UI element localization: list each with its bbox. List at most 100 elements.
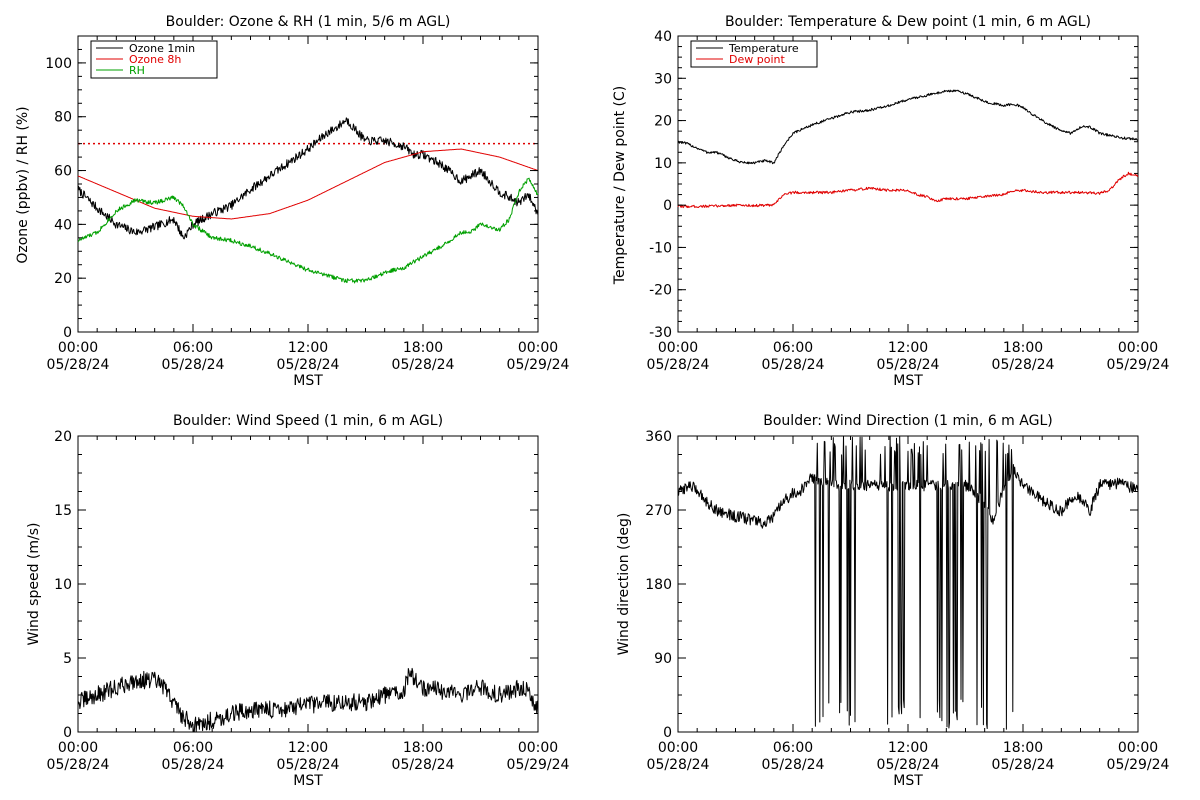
y-axis-label: Temperature / Dew point (C) — [612, 86, 628, 285]
plot-marks — [77, 667, 539, 733]
y-axis-label: Wind direction (deg) — [616, 513, 632, 656]
x-tick-time: 12:00 — [288, 340, 328, 356]
legend-label: Temperature — [728, 42, 799, 55]
plot-marks — [677, 89, 1139, 209]
y-tick-label: 40 — [654, 29, 672, 45]
plot-frame — [77, 35, 539, 333]
x-tick-time: 12:00 — [888, 740, 928, 756]
plot-frame — [677, 35, 1139, 333]
x-tick-time: 18:00 — [1003, 340, 1043, 356]
x-tick-date: 05/28/24 — [992, 757, 1055, 773]
y-tick-label: 10 — [654, 156, 672, 172]
wind-direction-panel: Boulder: Wind Direction (1 min, 6 m AGL)… — [616, 413, 1170, 789]
x-tick-date: 05/28/24 — [277, 357, 340, 373]
x-tick-time: 00:00 — [58, 740, 98, 756]
x-tick-time: 06:00 — [173, 340, 213, 356]
wind-speed-panel: Boulder: Wind Speed (1 min, 6 m AGL) Win… — [26, 413, 570, 789]
x-tick-date: 05/28/24 — [162, 357, 225, 373]
x-tick-date: 05/28/24 — [762, 357, 825, 373]
y-tick-label: 20 — [654, 114, 672, 130]
x-tick-date: 05/29/24 — [1107, 357, 1170, 373]
x-tick-date: 05/29/24 — [507, 757, 570, 773]
y-tick-label: -30 — [649, 325, 672, 341]
y-tick-label: 360 — [645, 429, 672, 445]
axis-ticks: 09018027036000:0005/28/2406:0005/28/2412… — [645, 429, 1169, 773]
y-tick-label: 180 — [645, 577, 672, 593]
chart-title: Boulder: Wind Speed (1 min, 6 m AGL) — [173, 413, 443, 429]
ozone-rh-panel: Boulder: Ozone & RH (1 min, 5/6 m AGL) O… — [15, 14, 570, 389]
series-line-0 — [677, 89, 1139, 165]
x-tick-time: 00:00 — [1118, 340, 1158, 356]
legend-label: Ozone 1min — [129, 42, 195, 55]
x-tick-date: 05/28/24 — [877, 757, 940, 773]
y-tick-label: 0 — [663, 198, 672, 214]
legend-label: Dew point — [729, 53, 785, 66]
x-tick-time: 18:00 — [1003, 740, 1043, 756]
y-tick-label: 20 — [54, 271, 72, 287]
legend-box — [690, 40, 818, 68]
x-tick-date: 05/28/24 — [47, 757, 110, 773]
axis-ticks: -30-20-1001020304000:0005/28/2406:0005/2… — [647, 29, 1170, 373]
y-tick-label: 90 — [654, 651, 672, 667]
x-tick-time: 00:00 — [658, 740, 698, 756]
plot-marks — [77, 117, 539, 284]
x-tick-date: 05/28/24 — [647, 357, 710, 373]
y-tick-label: 270 — [645, 503, 672, 519]
y-tick-label: 5 — [63, 651, 72, 667]
x-tick-time: 06:00 — [773, 740, 813, 756]
x-tick-time: 18:00 — [403, 340, 443, 356]
y-tick-label: 15 — [54, 503, 72, 519]
x-tick-time: 12:00 — [288, 740, 328, 756]
y-tick-label: 20 — [54, 429, 72, 445]
series-line-0 — [677, 435, 1139, 730]
y-tick-label: 100 — [45, 56, 72, 72]
series-line-0 — [77, 667, 539, 733]
y-tick-label: 10 — [54, 577, 72, 593]
x-tick-time: 00:00 — [658, 340, 698, 356]
x-tick-date: 05/28/24 — [392, 757, 455, 773]
x-axis-label: MST — [893, 773, 923, 789]
chart-title: Boulder: Ozone & RH (1 min, 5/6 m AGL) — [166, 14, 451, 30]
chart-title: Boulder: Wind Direction (1 min, 6 m AGL) — [763, 413, 1052, 429]
x-tick-time: 00:00 — [518, 740, 558, 756]
x-tick-time: 00:00 — [518, 340, 558, 356]
y-axis-label: Wind speed (m/s) — [26, 523, 42, 646]
y-tick-label: -20 — [649, 283, 672, 299]
x-tick-date: 05/28/24 — [762, 757, 825, 773]
series-line-0 — [77, 117, 539, 240]
y-tick-label: 40 — [54, 217, 72, 233]
x-tick-date: 05/28/24 — [162, 757, 225, 773]
x-tick-date: 05/29/24 — [507, 357, 570, 373]
y-tick-label: 80 — [54, 110, 72, 126]
legend-label: Ozone 8h — [129, 53, 181, 66]
x-tick-date: 05/28/24 — [47, 357, 110, 373]
series-line-1 — [677, 171, 1139, 209]
chart-title: Boulder: Temperature & Dew point (1 min,… — [725, 14, 1091, 30]
temperature-dewpoint-panel: Boulder: Temperature & Dew point (1 min,… — [612, 14, 1170, 389]
x-tick-date: 05/28/24 — [392, 357, 455, 373]
y-tick-label: 60 — [54, 164, 72, 180]
x-tick-time: 18:00 — [403, 740, 443, 756]
x-tick-time: 12:00 — [888, 340, 928, 356]
y-axis-label: Ozone (ppbv) / RH (%) — [15, 106, 31, 263]
x-tick-date: 05/29/24 — [1107, 757, 1170, 773]
x-tick-time: 06:00 — [173, 740, 213, 756]
x-tick-time: 00:00 — [1118, 740, 1158, 756]
x-axis-label: MST — [293, 373, 323, 389]
legend-label: RH — [129, 64, 145, 77]
series-line-2 — [77, 177, 539, 284]
x-tick-date: 05/28/24 — [877, 357, 940, 373]
x-tick-date: 05/28/24 — [992, 357, 1055, 373]
y-tick-label: 30 — [654, 71, 672, 87]
x-tick-date: 05/28/24 — [277, 757, 340, 773]
y-tick-label: 0 — [63, 725, 72, 741]
y-tick-label: 0 — [663, 725, 672, 741]
plot-marks — [677, 435, 1139, 730]
x-tick-time: 06:00 — [773, 340, 813, 356]
x-axis-label: MST — [293, 773, 323, 789]
y-tick-label: -10 — [649, 240, 672, 256]
x-tick-time: 00:00 — [58, 340, 98, 356]
y-tick-label: 0 — [63, 325, 72, 341]
